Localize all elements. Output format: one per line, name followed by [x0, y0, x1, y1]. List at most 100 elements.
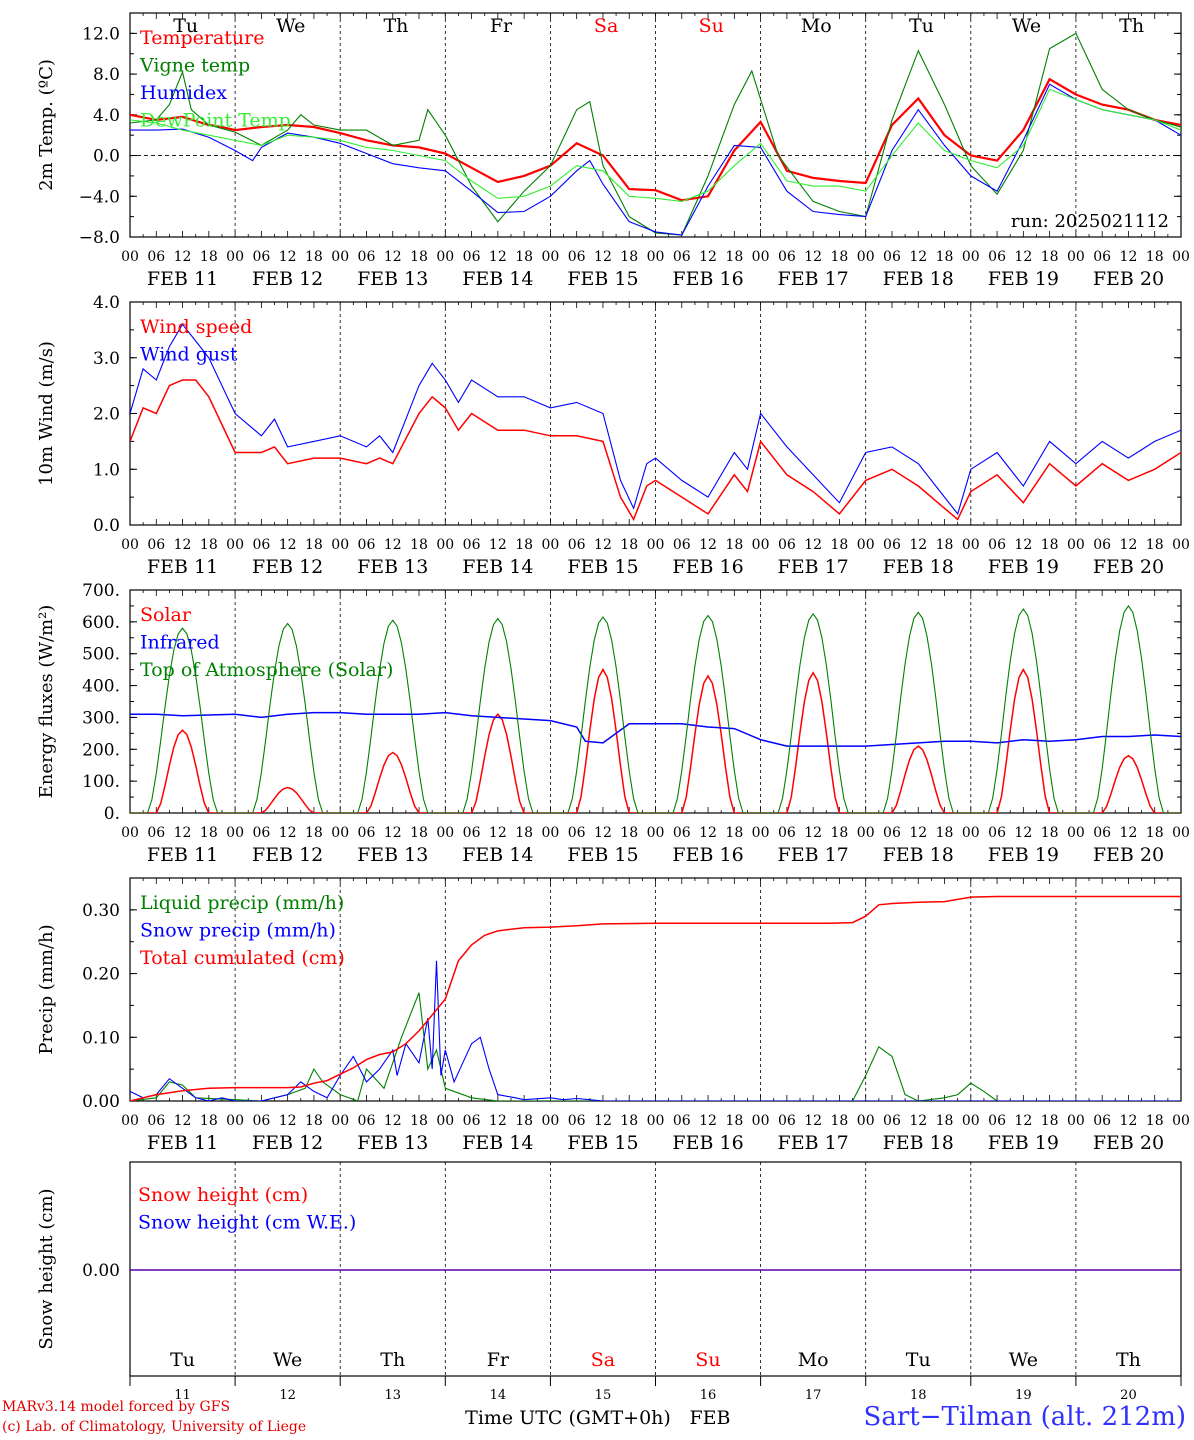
hour-tick-label: 12: [804, 537, 822, 553]
hour-tick-label: 18: [831, 825, 849, 841]
legend-entry: Solar: [140, 604, 192, 626]
hour-tick-label: 12: [489, 249, 507, 265]
hour-tick-label: 12: [909, 825, 927, 841]
hour-tick-label: 12: [594, 825, 612, 841]
hour-tick-label: 00: [121, 825, 139, 841]
hour-tick-label: 00: [541, 249, 559, 265]
date-label: FEB 17: [778, 1132, 849, 1154]
hour-tick-label: 00: [436, 537, 454, 553]
hour-tick-label: 06: [673, 249, 691, 265]
hour-tick-label: 06: [463, 249, 481, 265]
hour-tick-label: 18: [831, 537, 849, 553]
hour-tick-label: 06: [568, 537, 586, 553]
hour-tick-label: 18: [620, 1113, 638, 1129]
chart-panel-2: 0.0 1.0 2.0 3.0 4.0 10m Wind (m/s) Wind speed W…: [36, 293, 1190, 578]
legend-entry: Temperature: [140, 27, 264, 49]
y-tick-label: −4.0: [79, 187, 120, 207]
hour-tick-label: 12: [384, 249, 402, 265]
hour-tick-label: 18: [515, 537, 533, 553]
date-label: FEB 19: [988, 268, 1059, 290]
hour-tick-label: 06: [1093, 825, 1111, 841]
chart-panel-4: 0.00 0.10 0.20 0.30 Precip (mm/h) Liquid prec…: [36, 877, 1190, 1154]
hour-tick-label: 18: [620, 825, 638, 841]
date-label: FEB 19: [988, 1132, 1059, 1154]
legend-entry: Snow height (cm): [138, 1184, 308, 1206]
hour-tick-label: 06: [778, 825, 796, 841]
date-label: FEB 16: [672, 1132, 743, 1154]
y-tick-label: 8.0: [93, 65, 120, 85]
hour-tick-label: 12: [279, 249, 297, 265]
weekday-label: Su: [695, 1349, 720, 1371]
date-label: FEB 18: [883, 844, 954, 866]
hour-tick-label: 00: [1172, 249, 1190, 265]
weekday-label: Mo: [801, 15, 832, 37]
day-number-label: 16: [700, 1388, 717, 1403]
hour-tick-label: 00: [331, 1113, 349, 1129]
hour-tick-label: 12: [909, 1113, 927, 1129]
hour-tick-label: 00: [962, 1113, 980, 1129]
hour-tick-label: 00: [436, 1113, 454, 1129]
hour-tick-label: 12: [1120, 249, 1138, 265]
hour-tick-label: 00: [226, 825, 244, 841]
hour-tick-label: 06: [988, 537, 1006, 553]
y-tick-label: 400.: [82, 677, 120, 697]
legend-entry: Wind gust: [140, 344, 238, 366]
hour-tick-label: 18: [1146, 825, 1164, 841]
hour-tick-label: 06: [252, 537, 270, 553]
hour-tick-label: 06: [883, 825, 901, 841]
hour-tick-label: 18: [936, 1113, 954, 1129]
hour-tick-label: 06: [778, 537, 796, 553]
series-line-wind-gust: [130, 323, 1181, 516]
hour-tick-label: 06: [1093, 1113, 1111, 1129]
day-number-label: 17: [805, 1388, 822, 1403]
hour-tick-label: 06: [147, 1113, 165, 1129]
series-line-dewpoint-temp: [130, 88, 1181, 202]
hour-tick-label: 12: [804, 825, 822, 841]
hour-tick-label: 18: [410, 249, 428, 265]
hour-tick-label: 06: [147, 825, 165, 841]
hour-tick-label: 18: [725, 537, 743, 553]
hour-tick-label: 00: [226, 1113, 244, 1129]
weekday-label: Th: [383, 15, 408, 37]
chart-panel-3: 0. 100. 200. 300. 400. 500. 600. 700. Energy flu…: [36, 581, 1190, 866]
series-line-vigne-temp: [130, 32, 1181, 236]
date-label: FEB 19: [988, 556, 1059, 578]
hour-tick-label: 06: [358, 825, 376, 841]
hour-tick-label: 06: [252, 249, 270, 265]
date-label: FEB 19: [988, 844, 1059, 866]
hour-tick-label: 06: [463, 825, 481, 841]
hour-tick-label: 00: [436, 249, 454, 265]
hour-tick-label: 00: [1172, 1113, 1190, 1129]
hour-tick-label: 18: [831, 1113, 849, 1129]
date-label: FEB 18: [883, 556, 954, 578]
hour-tick-label: 18: [200, 825, 218, 841]
hour-tick-label: 18: [1041, 1113, 1059, 1129]
hour-tick-label: 18: [725, 249, 743, 265]
hour-tick-label: 12: [489, 1113, 507, 1129]
weekday-label: Mo: [798, 1349, 829, 1371]
hour-tick-label: 00: [226, 537, 244, 553]
hour-tick-label: 06: [673, 1113, 691, 1129]
date-label: FEB 17: [778, 844, 849, 866]
hour-tick-label: 00: [647, 537, 665, 553]
date-label: FEB 16: [672, 844, 743, 866]
hour-tick-label: 06: [988, 825, 1006, 841]
date-label: FEB 13: [357, 1132, 428, 1154]
day-number-label: 12: [279, 1388, 296, 1403]
y-tick-label: 0.10: [82, 1028, 120, 1048]
hour-tick-label: 06: [778, 1113, 796, 1129]
y-axis-label: Precip (mm/h): [36, 924, 57, 1054]
date-label: FEB 12: [252, 1132, 323, 1154]
hour-tick-label: 18: [725, 825, 743, 841]
hour-tick-label: 00: [541, 537, 559, 553]
x-axis-label: Time UTC (GMT+0h): [465, 1407, 671, 1429]
y-tick-label: 0.20: [82, 965, 120, 985]
y-tick-label: 4.0: [93, 293, 120, 313]
chart-panel-5: 0.00 Snow height (cm) Snow height (cm) Snow…: [36, 1161, 1182, 1429]
hour-tick-label: 12: [804, 1113, 822, 1129]
series-line-wind-speed: [130, 379, 1181, 522]
weekday-label: We: [1009, 1349, 1038, 1371]
hour-tick-label: 18: [200, 1113, 218, 1129]
hour-tick-label: 18: [200, 537, 218, 553]
series-line-humidex: [130, 83, 1181, 236]
